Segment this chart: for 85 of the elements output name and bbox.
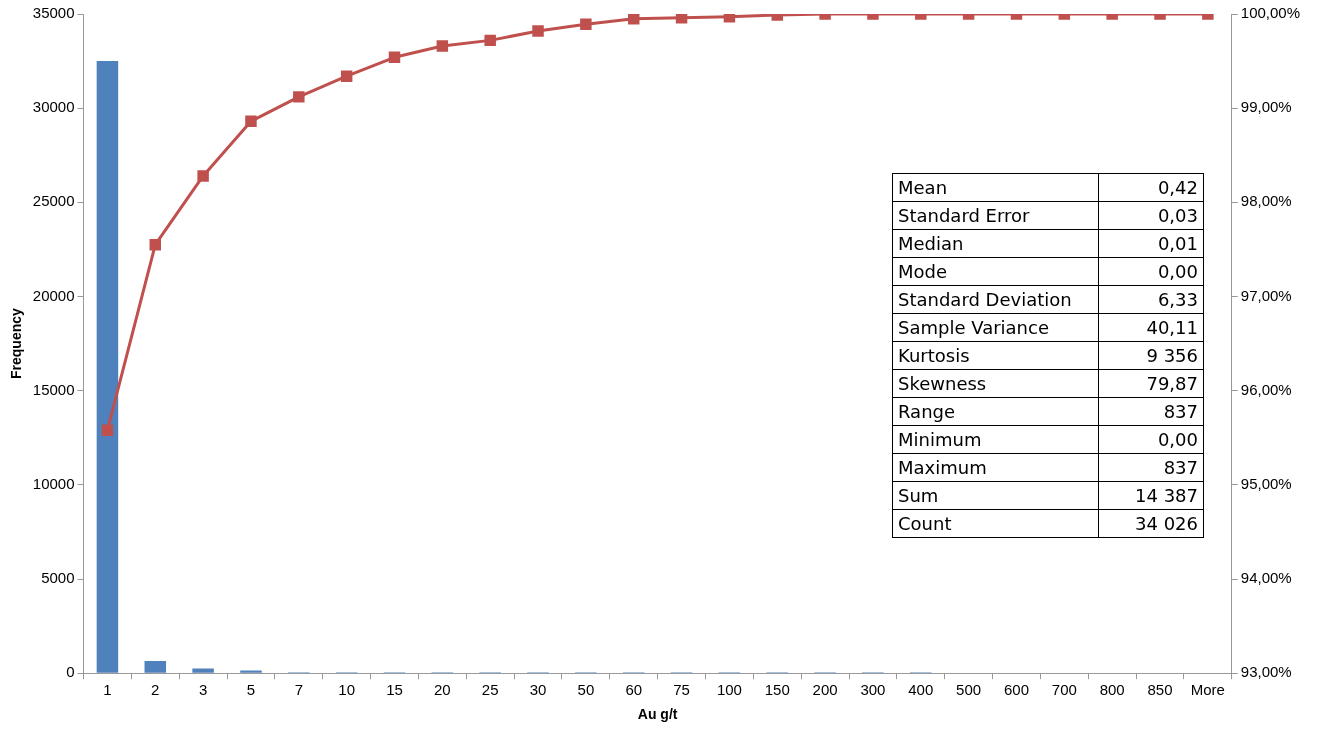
point <box>532 25 544 37</box>
x-tick-label: More <box>1190 681 1225 699</box>
x-tick-label: 15 <box>386 681 403 699</box>
y-tick-label: 5000 <box>41 569 75 587</box>
annotation: Mode <box>892 257 1099 286</box>
y-tick-label: 15000 <box>32 380 75 398</box>
annotation: Sample Variance <box>892 313 1099 342</box>
x-tick-label: 10 <box>338 681 355 699</box>
annotation: Skewness <box>892 369 1099 398</box>
x-tick-label: 400 <box>908 681 934 699</box>
y-tick-label: 35000 <box>32 4 75 22</box>
x-tick-label: 30 <box>529 681 547 699</box>
point <box>388 51 401 64</box>
x-axis-title: Au g/t <box>637 706 678 723</box>
annotation: Minimum <box>892 425 1099 454</box>
x-tick-label: 300 <box>860 681 886 699</box>
annotation: 79,87 <box>1098 369 1204 398</box>
y2-tick-label: 93,00% <box>1240 663 1292 681</box>
point <box>197 170 209 182</box>
bar <box>96 61 119 673</box>
point <box>293 91 305 103</box>
annotation: 34 026 <box>1098 509 1204 538</box>
annotation: Standard Error <box>892 201 1099 230</box>
annotation: 0,00 <box>1098 425 1204 454</box>
annotation: Maximum <box>892 453 1099 482</box>
bar <box>240 670 262 673</box>
y2-tick-label: 98,00% <box>1240 192 1292 210</box>
annotation: 837 <box>1098 397 1204 426</box>
x-tick-label: 850 <box>1147 681 1173 699</box>
annotation: 0,42 <box>1098 173 1204 202</box>
y2-tick-label: 95,00% <box>1240 475 1292 492</box>
annotation: Range <box>892 397 1099 426</box>
x-tick-label: 600 <box>1003 681 1029 699</box>
point <box>627 14 640 25</box>
point <box>675 14 688 24</box>
y-tick-label: 25000 <box>32 192 75 210</box>
x-tick-label: 25 <box>481 681 499 699</box>
point <box>436 40 449 52</box>
y-axis-title: Frequency <box>8 307 25 380</box>
annotation: Sum <box>892 481 1099 510</box>
y-tick-label: 30000 <box>32 98 75 116</box>
x-tick-label: 5 <box>246 681 256 699</box>
x-tick-label: 800 <box>1099 681 1125 699</box>
x-tick-label: 7 <box>294 681 303 699</box>
point <box>101 424 114 436</box>
annotation: 9 356 <box>1098 341 1204 370</box>
annotation: 40,11 <box>1098 313 1204 342</box>
annotation: Count <box>892 509 1099 538</box>
x-tick-label: 500 <box>956 681 982 699</box>
y2-tick-label: 97,00% <box>1240 286 1292 304</box>
y2-tick-label: 100,00% <box>1240 4 1300 22</box>
annotation: 0,03 <box>1098 201 1204 230</box>
x-tick-label: 3 <box>198 681 208 699</box>
x-tick-label: 700 <box>1051 681 1077 699</box>
annotation: 0,00 <box>1098 257 1204 286</box>
x-tick-label: 2 <box>151 681 160 699</box>
x-tick-label: 100 <box>716 681 742 699</box>
x-tick-label: 20 <box>434 681 451 699</box>
point <box>580 18 592 31</box>
y-tick-label: 0 <box>66 663 75 681</box>
y2-tick-label: 96,00% <box>1240 380 1292 398</box>
annotation: Kurtosis <box>892 341 1099 370</box>
point <box>340 70 353 82</box>
bar <box>144 660 167 673</box>
point <box>245 115 257 128</box>
bar <box>192 668 214 673</box>
annotation: 14 387 <box>1098 481 1204 510</box>
annotation: 837 <box>1098 453 1204 482</box>
x-tick-label: 200 <box>812 681 838 699</box>
point <box>484 34 496 47</box>
y2-tick-label: 94,00% <box>1240 569 1292 587</box>
point <box>149 238 162 251</box>
x-tick-label: 1 <box>103 681 112 699</box>
annotation: 0,01 <box>1098 229 1204 258</box>
y-tick-label: 20000 <box>32 286 75 304</box>
y2-tick-label: 99,00% <box>1240 98 1292 116</box>
annotation: 6,33 <box>1098 285 1204 314</box>
x-tick-label: 50 <box>577 681 595 699</box>
annotation: Median <box>892 229 1099 258</box>
annotation: Standard Deviation <box>892 285 1099 314</box>
x-tick-label: 150 <box>764 681 790 699</box>
x-tick-label: 60 <box>625 681 643 699</box>
x-tick-label: 75 <box>673 681 690 699</box>
annotation: Mean <box>892 173 1099 202</box>
y-tick-label: 10000 <box>32 475 75 492</box>
